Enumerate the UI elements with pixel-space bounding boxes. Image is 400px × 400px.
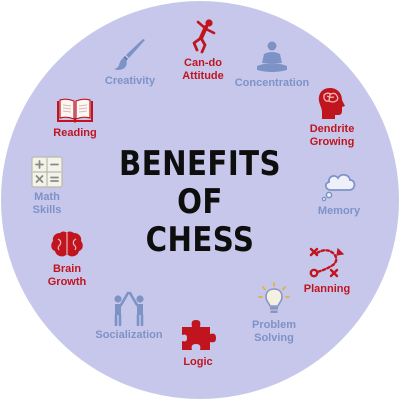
benefit-socialization: Socialization [74,290,184,342]
benefit-can-do-attitude: Can-do Attitude [148,18,258,83]
title-line-1: BENEFITS [118,144,282,184]
item-label: Can-do Attitude [182,57,224,82]
benefit-dendrite-growing: Dendrite Growing [277,86,387,149]
brain-icon [51,231,83,257]
item-label: Concentration [234,77,310,89]
puzzle-piece-icon [182,320,216,350]
item-label: Reading [53,127,97,139]
benefit-math-skills: Math Skills [0,156,102,217]
benefit-memory: Memory [284,170,394,218]
item-label: Logic [183,356,213,368]
item-label: Memory [317,205,361,217]
item-label: Socialization [95,329,163,341]
benefit-concentration: Concentration [217,40,327,90]
item-label: Dendrite Growing [309,123,355,148]
thought-cloud-icon [321,173,356,202]
brain-head-icon [318,88,345,119]
high-five-people-icon [114,291,144,326]
title-line-3: CHESS [145,220,255,260]
strategy-diagram-icon [309,247,345,278]
benefit-logic: Logic [143,319,253,369]
calculator-icon [31,156,63,188]
item-label: Brain Growth [47,263,87,288]
center-title: BENEFITS OF CHESS [114,145,286,259]
open-book-icon [57,98,93,123]
meditating-person-icon [257,41,287,72]
item-label: Creativity [104,75,156,87]
benefit-problem-solving: Problem Solving [219,282,329,345]
item-label: Problem Solving [251,319,296,344]
paint-brush-icon [114,39,145,70]
light-bulb-icon [258,282,290,313]
benefit-brain-growth: Brain Growth [12,230,122,289]
item-label: Planning [303,283,351,295]
person-cheering-icon [192,19,216,54]
item-label: Math Skills [32,191,62,216]
benefit-creativity: Creativity [75,38,185,88]
title-line-2: OF [177,182,223,222]
benefit-planning: Planning [272,246,382,296]
benefit-reading: Reading [20,98,130,140]
